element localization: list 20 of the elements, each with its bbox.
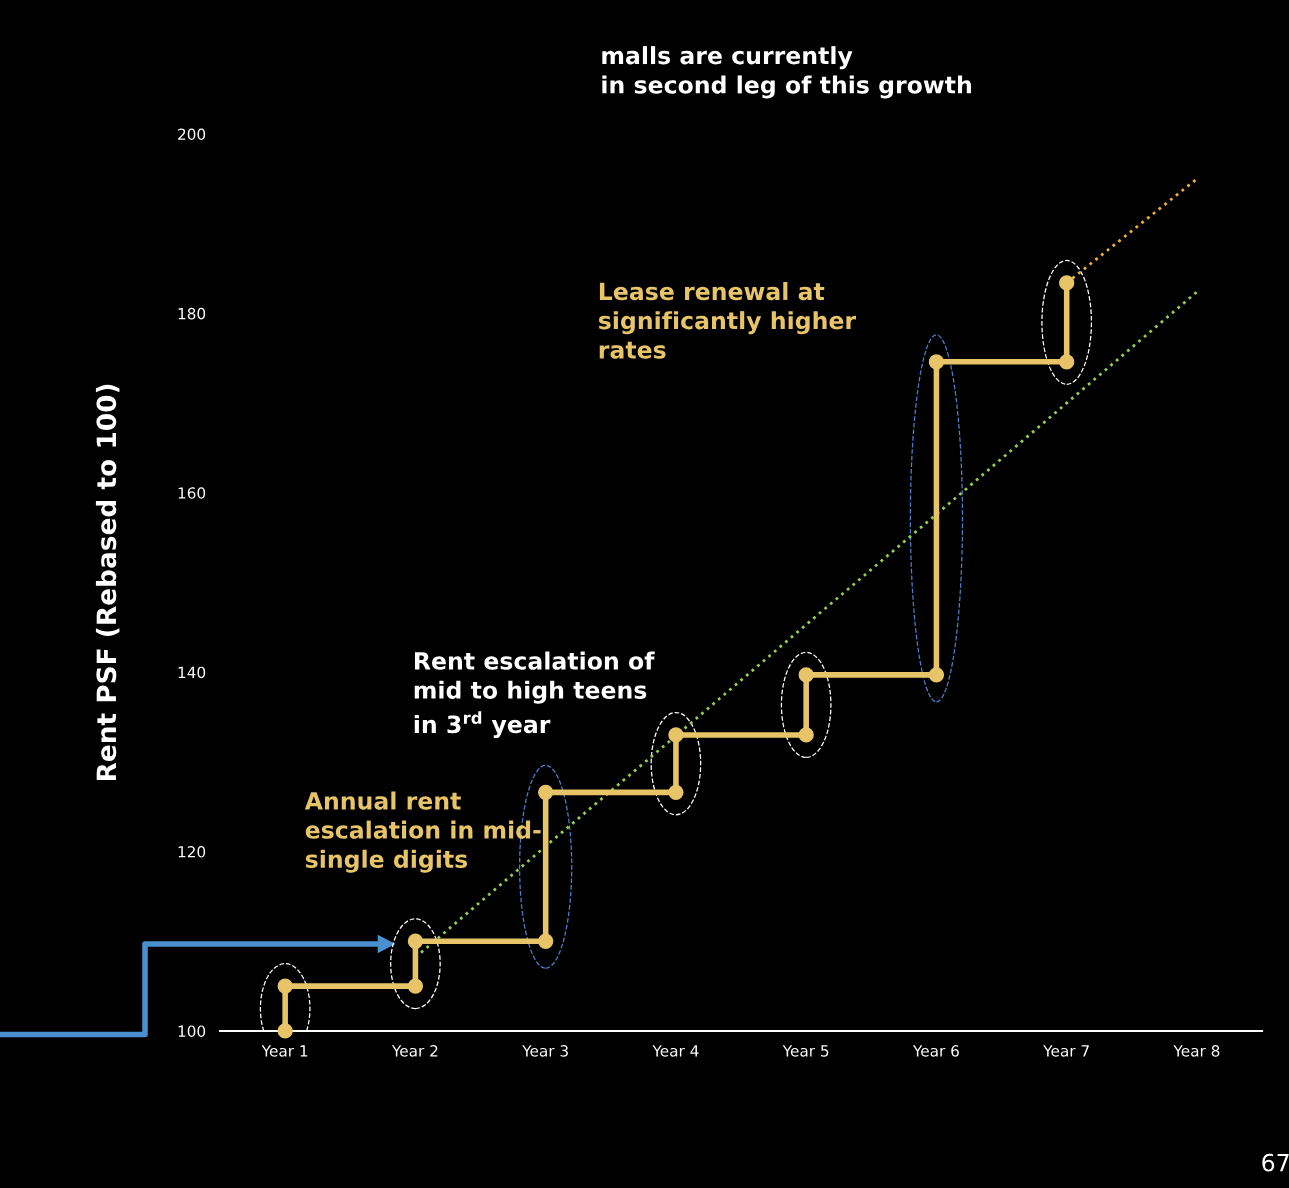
x-tick-label: Year 1 bbox=[261, 1045, 308, 1057]
y-tick-label: 140 bbox=[178, 666, 206, 679]
y-tick-label: 100 bbox=[178, 1025, 206, 1037]
y-tick-label: 160 bbox=[178, 487, 206, 499]
y-tick-label: 180 bbox=[178, 307, 206, 320]
x-tick-label: Year 5 bbox=[782, 1045, 829, 1057]
y-tick-label: 120 bbox=[178, 846, 206, 858]
text: malls are currently in second leg of this growth bbox=[602, 46, 971, 99]
annotation: Lease renewal at significantly higher rates bbox=[598, 282, 857, 359]
text: 67 bbox=[1262, 1153, 1289, 1172]
x-tick-label: Year 3 bbox=[522, 1045, 568, 1057]
x-tick-label: Year 8 bbox=[1173, 1045, 1220, 1057]
x-tick-label: Year 6 bbox=[912, 1045, 959, 1057]
y-tick-label: 200 bbox=[178, 128, 206, 141]
x-tick-label: Year 2 bbox=[391, 1045, 438, 1057]
annotation: Annual rent escalation in mid- single digits bbox=[304, 791, 541, 873]
annotation: Rent escalation of mid to high teens in 3$^{rd}$ year bbox=[414, 651, 655, 738]
x-tick-label: Year 7 bbox=[1043, 1045, 1089, 1057]
y-axis-title: Rent PSF (Rebased to 100) bbox=[95, 384, 120, 781]
x-tick-label: Year 4 bbox=[652, 1045, 699, 1057]
